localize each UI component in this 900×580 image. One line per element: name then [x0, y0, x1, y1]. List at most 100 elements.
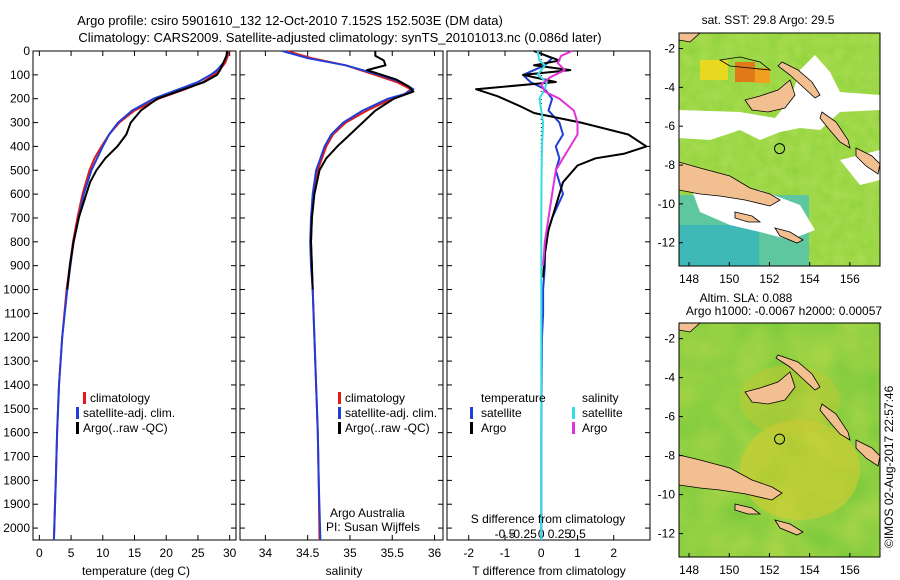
- sst-land-new-britain: [744, 79, 796, 113]
- sla-map-ytick-label: -2: [664, 332, 675, 346]
- sla-map-xtick-label: 152: [759, 563, 779, 577]
- depth-tick-label: 1000: [3, 283, 30, 297]
- temperature-legend: climatology satellite-adj. clim. Argo(..…: [76, 391, 175, 435]
- depth-tick-label: 500: [10, 163, 30, 177]
- sla-land-solomons: [855, 439, 880, 467]
- legend-swatch-satellite-adj: [76, 407, 79, 419]
- sst-land-bougainville: [819, 111, 851, 149]
- sst-land-top: [679, 33, 701, 43]
- sst-map-xtick-label: 154: [800, 272, 820, 286]
- sla-land-islands: [774, 519, 804, 536]
- salinity-xtick-label: 34: [259, 546, 273, 560]
- difference-xtick-label: 0: [538, 546, 545, 560]
- title-line-2: Climatology: CARS2009. Satellite-adjuste…: [78, 30, 601, 45]
- sst-map-ytick-label: -4: [664, 80, 675, 94]
- difference-legend: temperature satellite Argo salinity sate…: [470, 391, 623, 435]
- sst-map-ytick-label: -8: [664, 158, 675, 172]
- sst-missing-data-3: [690, 185, 815, 240]
- difference-panel: -2 -1 0 1 2-0.5-0.25 0 0.250.5: [446, 50, 651, 560]
- sst-land-solomons: [855, 147, 880, 175]
- temperature-series-satellite-adj-clim-: [52, 50, 229, 541]
- salinity-xtick-label: 36: [428, 546, 442, 560]
- difference-xtick-label: 2: [610, 546, 617, 560]
- temperature-xtick-label: 15: [128, 546, 142, 560]
- legend-label-climatology: climatology: [90, 391, 150, 405]
- sla-land-new-ireland: [775, 354, 821, 391]
- sst-map-xtick-label: 150: [719, 272, 739, 286]
- legend-label-s-satellite: satellite: [582, 406, 623, 420]
- salinity-xlabel: salinity: [326, 564, 363, 578]
- depth-tick-label: 100: [10, 68, 30, 82]
- difference-s-tick-label: 0.5: [569, 527, 586, 541]
- difference-series-s-satellite: [536, 50, 548, 540]
- sla-map-xtick-label: 148: [679, 563, 699, 577]
- sst-profile-marker: [774, 143, 786, 155]
- sla-map-xtick-label: 156: [840, 563, 860, 577]
- legend-title-salinity: salinity: [582, 391, 619, 405]
- legend-label-argo: Argo(..raw -QC): [345, 421, 430, 435]
- sst-cool-region-2: [679, 225, 759, 266]
- sla-map-ytick-label: -10: [658, 488, 676, 502]
- sla-land-new-britain: [744, 371, 796, 405]
- sla-map-title-line-1: Altim. SLA: 0.088: [700, 291, 793, 305]
- temperature-xtick-label: 10: [96, 546, 110, 560]
- difference-series-s-argo: [540, 50, 579, 266]
- temperature-frame: [32, 50, 237, 541]
- depth-tick-label: 800: [10, 235, 30, 249]
- salinity-xtick-label: 35: [343, 546, 357, 560]
- depth-tick-label: 1400: [3, 378, 30, 392]
- sst-map-axes: 148 150 152 154 156 -2 -4 -6 -8 -10 -12: [658, 42, 861, 286]
- sst-warm-patch: [735, 62, 755, 82]
- temperature-xtick-label: 0: [36, 546, 43, 560]
- legend-swatch-satellite-adj: [338, 407, 341, 419]
- sst-land-new-ireland: [777, 61, 821, 99]
- legend-swatch-climatology: [338, 392, 341, 404]
- sla-map-ytick-label: -8: [664, 449, 675, 463]
- title-line-1: Argo profile: csiro 5901610_132 12-Oct-2…: [77, 13, 503, 28]
- salinity-legend: climatology satellite-adj. clim. Argo(..…: [338, 391, 437, 435]
- sst-map-ytick-label: -2: [664, 42, 675, 56]
- sla-map-ytick-label: -6: [664, 410, 675, 424]
- sla-land-top: [679, 323, 701, 333]
- credit-label: ©IMOS 02-Aug-2017 22:57:46: [882, 385, 896, 548]
- legend-label-s-argo: Argo: [582, 421, 608, 435]
- sla-land-bougainville: [819, 403, 851, 441]
- sst-map-xtick-label: 152: [759, 272, 779, 286]
- sst-land-islands: [774, 227, 804, 244]
- legend-label-climatology: climatology: [345, 391, 405, 405]
- legend-label-t-satellite: satellite: [481, 406, 522, 420]
- legend-swatch-climatology: [83, 392, 86, 404]
- legend-swatch-s-satellite: [572, 407, 575, 419]
- depth-tick-label: 1800: [3, 473, 30, 487]
- sst-map-frame: [678, 32, 881, 267]
- salinity-panel: 34 34.5 35 35.5 36: [239, 50, 444, 560]
- temperature-series-argo-raw-qc-: [66, 50, 229, 290]
- difference-xtick-label: 1: [574, 546, 581, 560]
- legend-swatch-s-argo: [572, 422, 575, 434]
- sst-warm-patch-2: [755, 68, 770, 83]
- difference-xtick-label: -1: [500, 546, 511, 560]
- temperature-xtick-label: 5: [68, 546, 75, 560]
- legend-label-t-argo: Argo: [481, 421, 507, 435]
- legend-swatch-t-argo: [470, 422, 473, 434]
- sla-profile-marker: [774, 433, 786, 445]
- difference-xlabel-top: S difference from climatology: [471, 512, 626, 526]
- sla-map-xtick-label: 150: [719, 563, 739, 577]
- sla-map-title-line-2: Argo h1000: -0.0067 h2000: 0.00057: [686, 304, 882, 318]
- sla-map: [679, 323, 880, 557]
- depth-tick-label: 1100: [4, 306, 30, 320]
- difference-s-tick-label: -0.25: [509, 527, 537, 541]
- sst-map-ytick-label: -12: [658, 236, 676, 250]
- sst-map-xtick-label: 148: [679, 272, 699, 286]
- legend-label-argo: Argo(..raw -QC): [83, 421, 168, 435]
- sst-map-ytick-label: -10: [658, 197, 676, 211]
- depth-tick-label: 900: [10, 259, 30, 273]
- temperature-panel: 0 5 10 15 20 25 300100200300400500600700800900…: [3, 44, 236, 560]
- sla-map-ytick-label: -4: [664, 371, 675, 385]
- legend-title-temperature: temperature: [481, 391, 546, 405]
- salinity-annotation-line-1: Argo Australia: [330, 506, 405, 520]
- depth-tick-label: 1500: [3, 402, 30, 416]
- depth-tick-label: 1300: [3, 354, 30, 368]
- difference-frame: [446, 50, 651, 541]
